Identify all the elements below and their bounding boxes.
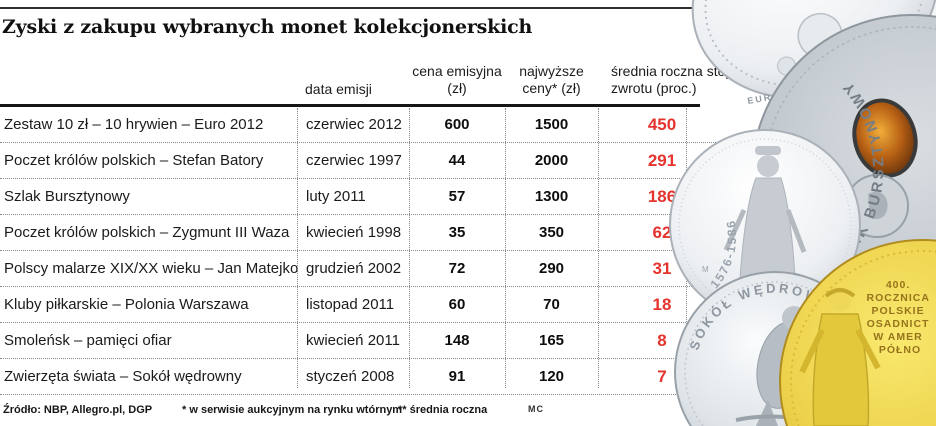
- issue-date-cell: kwiecień 1998: [306, 224, 402, 241]
- coin-name-cell: Zestaw 10 zł – 10 hrywien – Euro 2012: [4, 116, 264, 133]
- footnote-1: * w serwisie aukcyjnym na rynku wtórnym: [182, 404, 403, 416]
- annual-return-cell: 8: [657, 330, 667, 350]
- annual-return-cell: 18: [652, 294, 672, 314]
- issue-price-cell: 44: [448, 152, 466, 169]
- issue-price-cell: 91: [448, 368, 466, 385]
- issue-price-cell: 35: [448, 224, 466, 241]
- author-credit: MC: [528, 404, 544, 414]
- annual-return-cell: 31: [652, 258, 672, 278]
- issue-price-cell: 148: [444, 332, 470, 349]
- header-rule: [0, 104, 700, 107]
- coin-name-cell: Szlak Bursztynowy: [4, 188, 130, 205]
- table-row: Szlak Bursztynowy luty 2011 57 1300 186: [0, 179, 732, 215]
- issue-date-cell: grudzień 2002: [306, 260, 402, 277]
- issue-price-cell: 72: [448, 260, 466, 277]
- emperor-profile: [868, 191, 888, 219]
- table-row: Zestaw 10 zł – 10 hrywien – Euro 2012 cz…: [0, 107, 732, 143]
- issue-date-cell: listopad 2011: [306, 296, 395, 313]
- column-divider-2: [409, 108, 410, 388]
- table-row: Kluby piłkarskie – Polonia Warszawa list…: [0, 287, 732, 323]
- issue-date-cell: kwiecień 2011: [306, 332, 400, 349]
- column-divider-1: [297, 108, 298, 388]
- issue-price-cell: 57: [448, 188, 466, 205]
- footnote-2: ** średnia roczna: [398, 404, 488, 416]
- issue-date-cell: czerwiec 1997: [306, 152, 402, 169]
- settler-figure: [799, 288, 881, 426]
- column-header-max-price: najwyższe ceny* (zł): [519, 63, 584, 96]
- annual-return-cell: 450: [647, 114, 677, 134]
- gold-inscription: 400. ROCZNICA POLSKIE OSADNICT W AMER PÓ…: [867, 279, 934, 356]
- coin-name-cell: Smoleńsk – pamięci ofiar: [4, 332, 172, 349]
- issue-date-cell: styczeń 2008: [306, 368, 395, 385]
- coin-name-cell: Polscy malarze XIX/XX wieku – Jan Matejk…: [4, 260, 299, 277]
- table-row: Poczet królów polskich – Stefan Batory c…: [0, 143, 732, 179]
- batory-mint-mark: M: [702, 265, 709, 274]
- max-price-cell: 1500: [534, 116, 569, 133]
- table-body: Zestaw 10 zł – 10 hrywien – Euro 2012 cz…: [0, 107, 732, 395]
- table-row: Poczet królów polskich – Zygmunt III Waz…: [0, 215, 732, 251]
- page-title: Zyski z zakupu wybranych monet kolekcjon…: [2, 16, 533, 38]
- coin-name-cell: Kluby piłkarskie – Polonia Warszawa: [4, 296, 249, 313]
- max-price-cell: 70: [543, 296, 560, 313]
- amber-stone: [852, 98, 918, 178]
- table-row: Polscy malarze XIX/XX wieku – Jan Matejk…: [0, 251, 732, 287]
- table-row: Zwierzęta świata – Sokół wędrowny stycze…: [0, 359, 732, 395]
- max-price-cell: 350: [538, 224, 565, 241]
- top-rule: [0, 7, 936, 9]
- coin-name-cell: Zwierzęta świata – Sokół wędrowny: [4, 368, 242, 385]
- max-price-cell: 120: [538, 368, 565, 385]
- coin-name-cell: Poczet królów polskich – Zygmunt III Waz…: [4, 224, 290, 241]
- max-price-cell: 290: [538, 260, 565, 277]
- table-row: Smoleńsk – pamięci ofiar kwiecień 2011 1…: [0, 323, 732, 359]
- column-header-date: data emisji: [305, 81, 372, 97]
- max-price-cell: 165: [538, 332, 565, 349]
- issue-price-cell: 60: [448, 296, 466, 313]
- max-price-cell: 2000: [534, 152, 569, 169]
- coin-collage: 10 ГРИВЕН 2012 EURO2012 SZLAK BURSZTYNOW…: [669, 0, 936, 426]
- source-note: Źródło: NBP, Allegro.pl, DGP: [3, 404, 153, 416]
- annual-return-cell: 7: [657, 366, 667, 386]
- column-divider-4: [598, 108, 599, 388]
- column-divider-3: [505, 108, 506, 388]
- column-header-annual-return: średnia roczna stopa zwrotu (proc.): [611, 63, 741, 96]
- annual-return-cell: 62: [652, 222, 672, 242]
- issue-price-cell: 600: [444, 116, 470, 133]
- issue-date-cell: czerwiec 2012: [306, 116, 402, 133]
- issue-date-cell: luty 2011: [306, 188, 366, 205]
- max-price-cell: 1300: [534, 188, 569, 205]
- annual-return-cell: 291: [647, 150, 677, 170]
- coin-name-cell: Poczet królów polskich – Stefan Batory: [4, 152, 264, 169]
- column-header-issue-price: cena emisyjna (zł): [412, 63, 502, 96]
- annual-return-cell: 186: [647, 186, 677, 206]
- coin-gold: 400. ROCZNICA POLSKIE OSADNICT W AMER PÓ…: [779, 239, 936, 426]
